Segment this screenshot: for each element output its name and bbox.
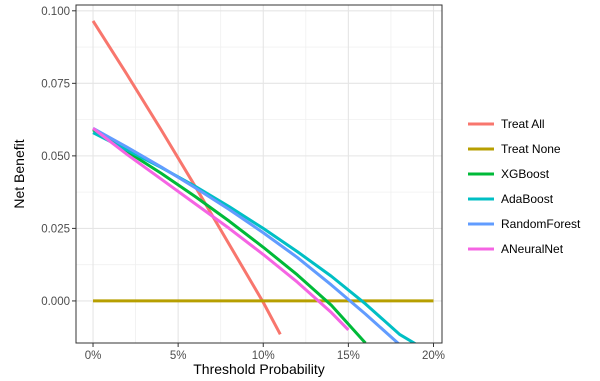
- series-line-randomforest: [92, 126, 401, 343]
- y-tick-label: 0.050: [41, 151, 70, 163]
- y-tick-label: 0.100: [41, 6, 70, 18]
- axes: 0% 5% 10% 15% 20% 0.000 0.025 0.050 0.075 0.100: [41, 6, 445, 362]
- y-tick-label: 0.000: [41, 296, 70, 308]
- series-lines: [91, 20, 434, 343]
- x-axis-title: Threshold Probability: [193, 361, 325, 377]
- x-tick-label: 0%: [85, 350, 102, 362]
- y-tick-label: 0.075: [41, 78, 70, 90]
- legend-label-treat-none: Treat None: [501, 142, 561, 156]
- legend: Treat All Treat None XGBoost AdaBoost Random…: [468, 117, 581, 256]
- x-tick-label: 15%: [337, 350, 360, 362]
- x-tick-label: 5%: [170, 350, 187, 362]
- series-line-xgboost: [92, 128, 367, 343]
- y-tick-label: 0.025: [41, 223, 70, 235]
- legend-label-adaboost: AdaBoost: [501, 192, 554, 206]
- legend-label-randomforest: RandomForest: [501, 217, 581, 231]
- plot-panel: [76, 5, 442, 343]
- x-tick-label: 20%: [422, 350, 445, 362]
- series-line-aneuralnet: [92, 127, 350, 331]
- legend-label-aneuralnet: ANeuralNet: [501, 242, 564, 256]
- x-tick-label: 10%: [252, 350, 275, 362]
- legend-label-xgboost: XGBoost: [501, 167, 550, 181]
- plot-border: [75, 4, 443, 344]
- y-axis-title: Net Benefit: [11, 139, 27, 208]
- legend-label-treat-all: Treat All: [501, 117, 545, 131]
